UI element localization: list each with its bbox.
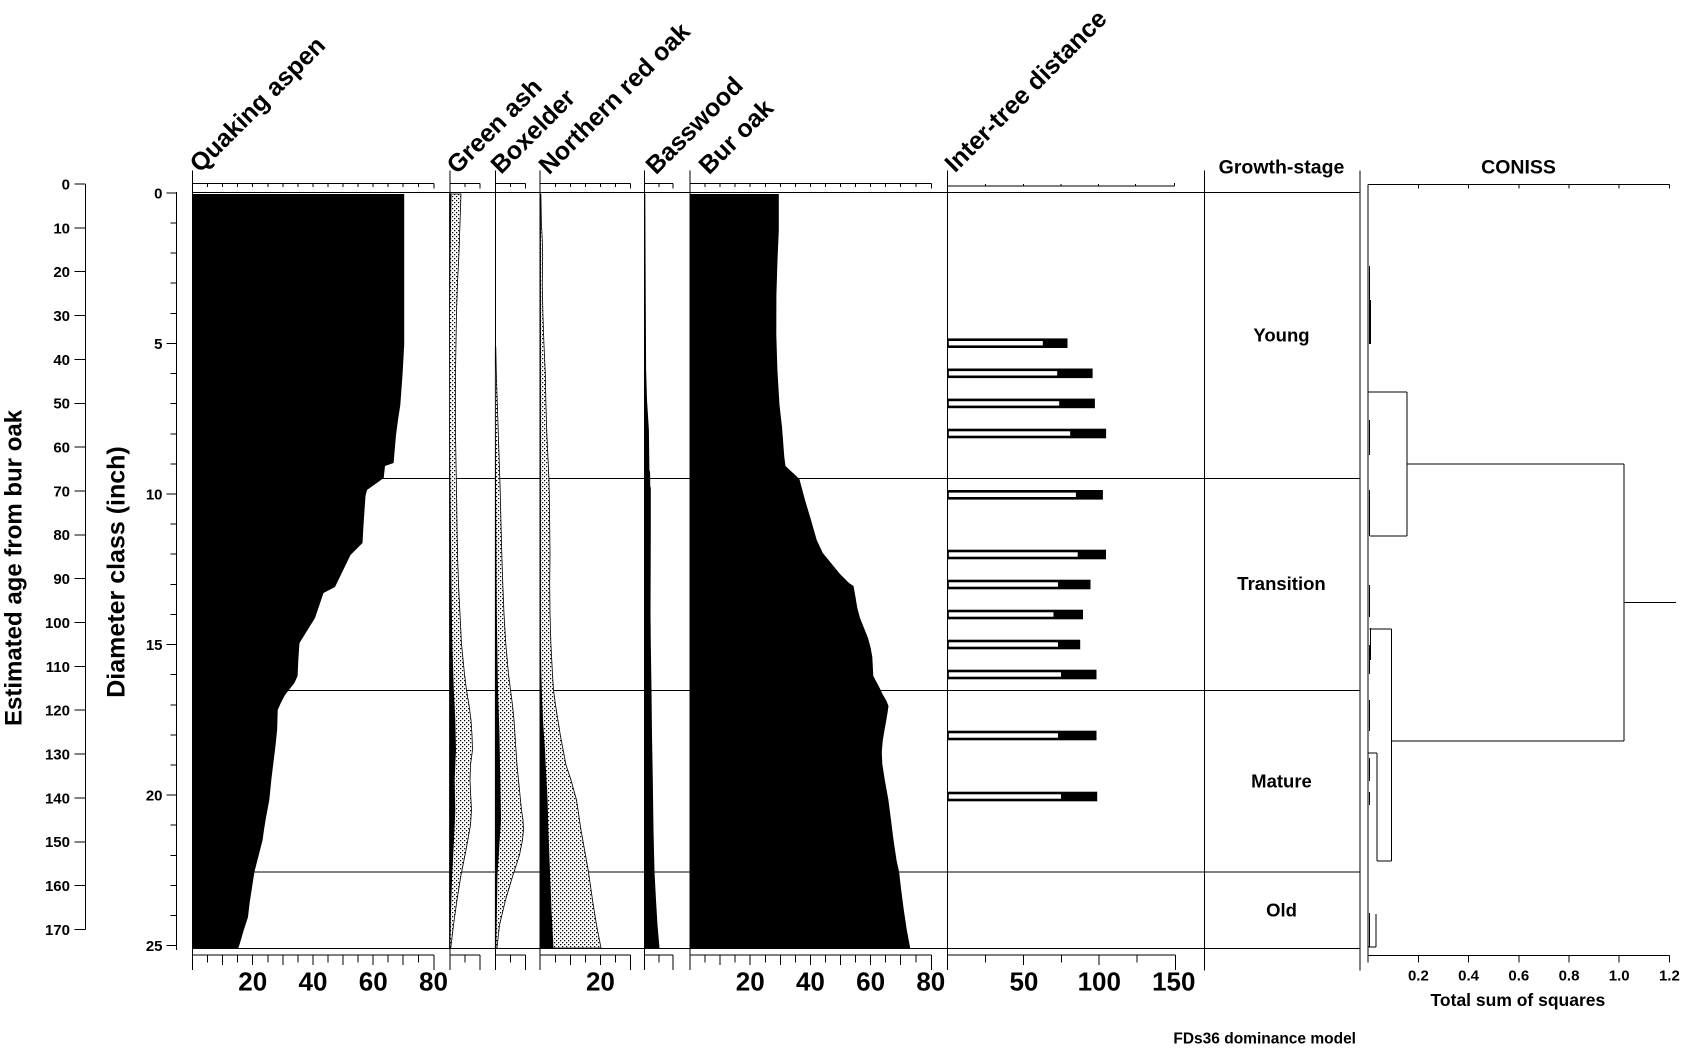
svg-text:60: 60 bbox=[53, 440, 70, 457]
svg-text:160: 160 bbox=[45, 878, 70, 895]
svg-text:Growth-stage: Growth-stage bbox=[1219, 157, 1345, 179]
svg-text:15: 15 bbox=[146, 637, 163, 654]
svg-text:110: 110 bbox=[46, 659, 70, 676]
svg-text:80: 80 bbox=[916, 967, 945, 997]
svg-text:Mature: Mature bbox=[1251, 771, 1312, 792]
svg-text:100: 100 bbox=[45, 615, 70, 632]
svg-text:20: 20 bbox=[736, 967, 765, 997]
svg-text:Diameter class (inch): Diameter class (inch) bbox=[103, 446, 131, 698]
svg-text:130: 130 bbox=[45, 746, 70, 763]
svg-text:1.0: 1.0 bbox=[1609, 967, 1630, 984]
svg-text:CONISS: CONISS bbox=[1481, 157, 1556, 179]
svg-text:FDs36 dominance model: FDs36 dominance model bbox=[1173, 1031, 1356, 1048]
svg-text:0: 0 bbox=[154, 185, 162, 202]
svg-text:25: 25 bbox=[146, 938, 163, 955]
svg-text:150: 150 bbox=[45, 834, 70, 851]
svg-text:0.6: 0.6 bbox=[1508, 967, 1529, 984]
svg-text:1.2: 1.2 bbox=[1659, 967, 1680, 984]
svg-text:Old: Old bbox=[1266, 900, 1297, 921]
svg-text:Transition: Transition bbox=[1237, 573, 1325, 594]
svg-text:0.4: 0.4 bbox=[1458, 967, 1480, 984]
svg-text:60: 60 bbox=[856, 967, 885, 997]
svg-text:Young: Young bbox=[1253, 325, 1309, 346]
svg-text:10: 10 bbox=[53, 220, 70, 237]
svg-text:20: 20 bbox=[146, 788, 163, 805]
svg-text:40: 40 bbox=[796, 967, 825, 997]
svg-text:Estimated age from bur oak: Estimated age from bur oak bbox=[1, 409, 28, 726]
svg-text:10: 10 bbox=[146, 486, 163, 503]
svg-text:70: 70 bbox=[53, 483, 70, 500]
svg-text:Total sum of squares: Total sum of squares bbox=[1431, 990, 1606, 1010]
svg-text:140: 140 bbox=[45, 790, 70, 807]
svg-text:90: 90 bbox=[53, 571, 70, 588]
svg-text:50: 50 bbox=[1009, 967, 1038, 997]
svg-text:170: 170 bbox=[45, 922, 70, 939]
svg-text:0.2: 0.2 bbox=[1408, 967, 1429, 984]
svg-text:120: 120 bbox=[45, 703, 70, 720]
svg-text:40: 40 bbox=[299, 967, 328, 997]
svg-text:100: 100 bbox=[1078, 967, 1121, 997]
svg-text:0.8: 0.8 bbox=[1559, 967, 1580, 984]
svg-text:0: 0 bbox=[62, 176, 70, 193]
svg-text:20: 20 bbox=[238, 967, 267, 997]
svg-text:30: 30 bbox=[53, 308, 70, 325]
svg-text:20: 20 bbox=[53, 264, 70, 281]
svg-text:20: 20 bbox=[586, 967, 615, 997]
svg-text:5: 5 bbox=[154, 336, 162, 353]
svg-text:50: 50 bbox=[53, 396, 70, 413]
svg-text:40: 40 bbox=[53, 352, 70, 369]
svg-text:150: 150 bbox=[1152, 967, 1195, 997]
svg-text:80: 80 bbox=[419, 967, 448, 997]
svg-text:80: 80 bbox=[53, 527, 70, 544]
svg-text:60: 60 bbox=[359, 967, 388, 997]
